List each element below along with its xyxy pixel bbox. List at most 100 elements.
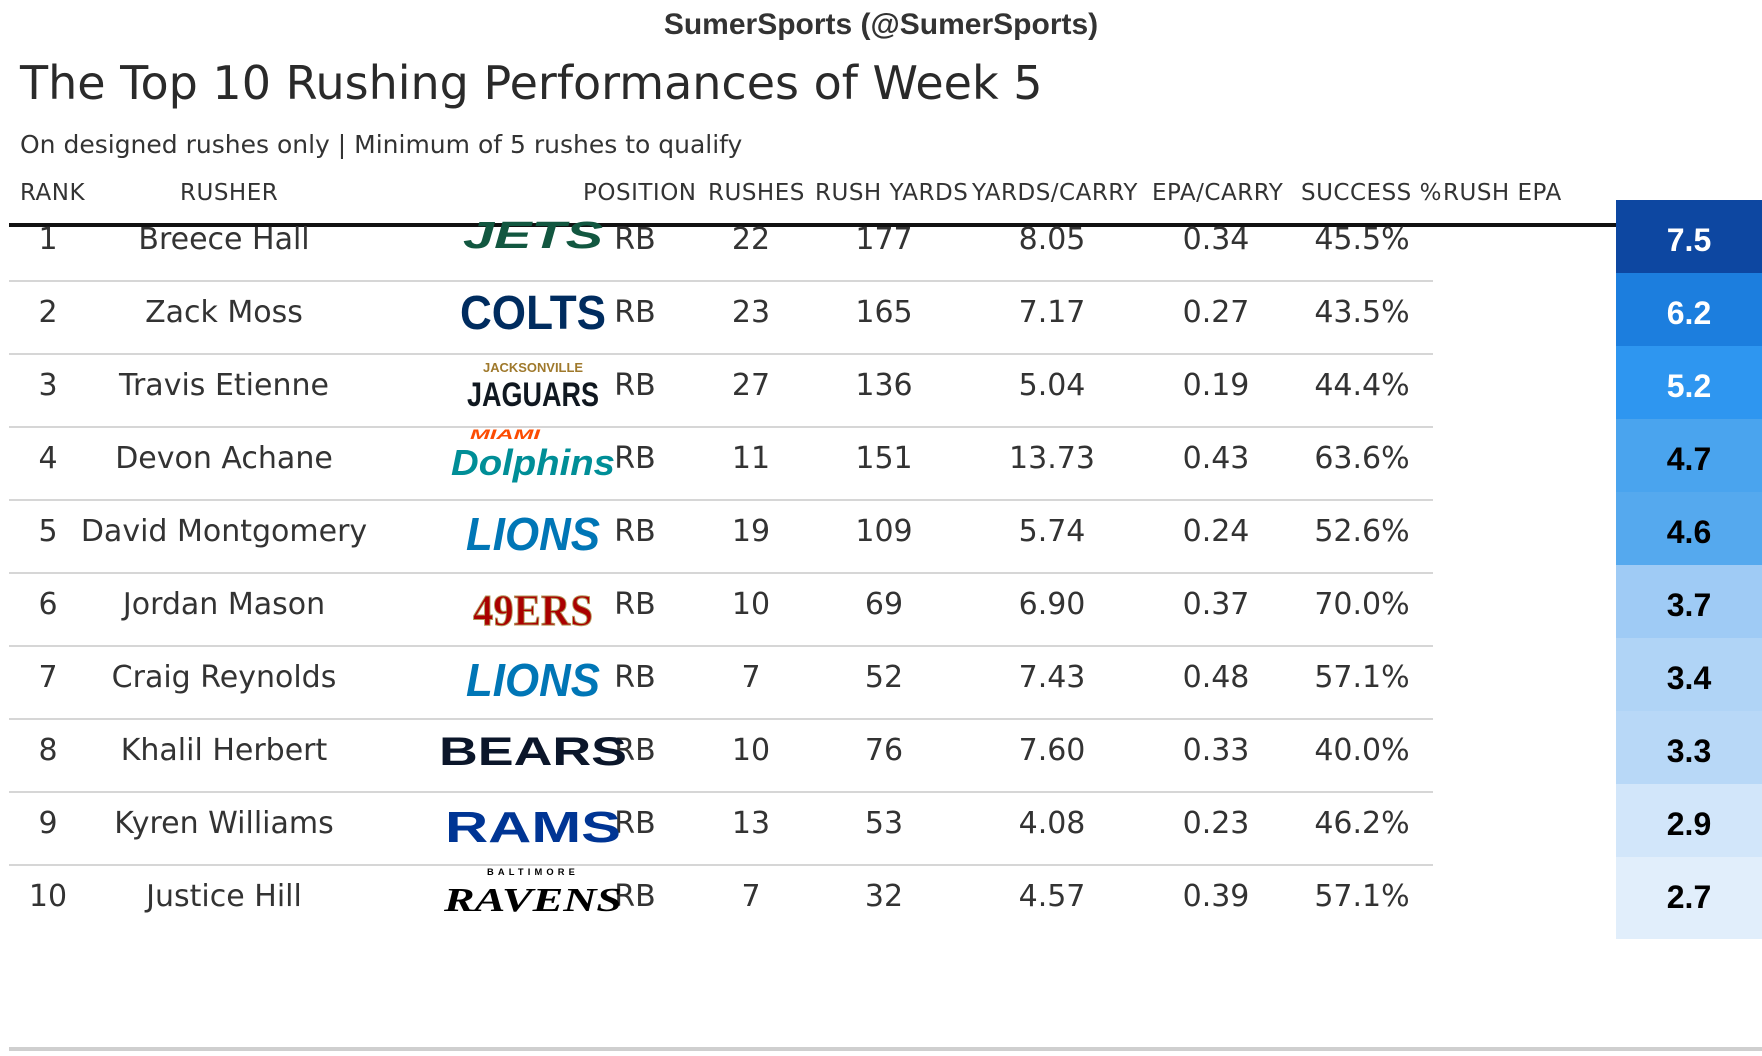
rush-epa-cell: 5.2 xyxy=(1616,346,1762,428)
table-row: 1 Breece Hall RB 22 177 8.05 0.34 45.5% JETS 7.5 xyxy=(9,200,1762,282)
svg-text:JETS: JETS xyxy=(463,215,603,257)
rushes-cell: 10 xyxy=(731,733,771,768)
rush-epa-value: 3.4 xyxy=(1666,660,1712,696)
rams-logo: RAMS xyxy=(413,784,653,864)
rank-cell: 2 xyxy=(38,295,58,330)
rank-cell: 3 xyxy=(38,368,58,403)
epa-carry-cell: 0.23 xyxy=(1182,806,1250,841)
table-row: 4 Devon Achane RB 11 151 13.73 0.43 63.6% MIAMI D… xyxy=(9,419,1762,501)
success-cell: 57.1% xyxy=(1314,879,1410,914)
position-cell: RB xyxy=(614,587,656,622)
col-header-position: POSITION xyxy=(583,180,697,206)
svg-text:LIONS: LIONS xyxy=(466,508,600,560)
success-cell: 43.5% xyxy=(1314,295,1410,330)
epa-carry-cell: 0.19 xyxy=(1182,368,1250,403)
svg-text:BEARS: BEARS xyxy=(439,730,627,774)
rushes-cell: 27 xyxy=(731,368,771,403)
bears-logo: BEARS xyxy=(413,711,653,791)
rushes-cell: 23 xyxy=(731,295,771,330)
row-divider xyxy=(9,791,1433,793)
position-cell: RB xyxy=(614,368,656,403)
epa-carry-cell: 0.48 xyxy=(1182,660,1250,695)
epa-carry-cell: 0.33 xyxy=(1182,733,1250,768)
row-divider xyxy=(9,645,1433,647)
col-header-epa-carry: EPA/CARRY xyxy=(1152,180,1284,206)
credit: SumerSports (@SumerSports) xyxy=(663,8,1099,41)
rushes-cell: 11 xyxy=(731,441,771,476)
row-divider xyxy=(9,864,1433,866)
rush-epa-cell: 3.4 xyxy=(1616,638,1762,720)
rank-cell: 7 xyxy=(38,660,58,695)
rush-epa-cell: 6.2 xyxy=(1616,273,1762,355)
col-header-rushes: RUSHES xyxy=(708,180,805,206)
yards-carry-cell: 6.90 xyxy=(1018,587,1086,622)
rush-yards-cell: 32 xyxy=(864,879,904,914)
table-row: 7 Craig Reynolds RB 7 52 7.43 0.48 57.1% LIONS 3.… xyxy=(9,638,1762,720)
yards-carry-cell: 5.74 xyxy=(1018,514,1086,549)
table-row: 5 David Montgomery RB 19 109 5.74 0.24 52.6% LIO… xyxy=(9,492,1762,574)
rushes-cell: 19 xyxy=(731,514,771,549)
epa-carry-cell: 0.37 xyxy=(1182,587,1250,622)
rusher-cell: Khalil Herbert xyxy=(120,733,328,768)
success-cell: 57.1% xyxy=(1314,660,1410,695)
col-header-rush-yards: RUSH YARDS xyxy=(815,180,969,206)
dolphins-logo: MIAMI Dolphins xyxy=(413,419,653,499)
lions-logo: LIONS xyxy=(413,638,653,718)
rank-cell: 5 xyxy=(38,514,58,549)
yards-carry-cell: 8.05 xyxy=(1018,222,1086,257)
header-rule xyxy=(9,223,1762,227)
rush-epa-value: 3.7 xyxy=(1666,587,1712,623)
svg-text:RAVENS: RAVENS xyxy=(443,882,622,919)
rush-epa-value: 6.2 xyxy=(1666,295,1712,331)
success-cell: 52.6% xyxy=(1314,514,1410,549)
rank-cell: 4 xyxy=(38,441,58,476)
rush-epa-value: 3.3 xyxy=(1666,733,1712,769)
success-cell: 45.5% xyxy=(1314,222,1410,257)
row-divider xyxy=(9,572,1433,574)
rush-yards-cell: 151 xyxy=(855,441,913,476)
rush-yards-cell: 165 xyxy=(855,295,913,330)
row-divider xyxy=(9,499,1433,501)
success-cell: 70.0% xyxy=(1314,587,1410,622)
rank-cell: 9 xyxy=(38,806,58,841)
rush-yards-cell: 177 xyxy=(855,222,913,257)
rank-cell: 8 xyxy=(38,733,58,768)
rush-yards-cell: 69 xyxy=(864,587,904,622)
row-divider xyxy=(9,718,1433,720)
table-row: 8 Khalil Herbert RB 10 76 7.60 0.33 40.0% BEARS 3… xyxy=(9,711,1762,793)
success-cell: 44.4% xyxy=(1314,368,1410,403)
col-header-yards-carry: YARDS/CARRY xyxy=(972,180,1138,206)
success-cell: 63.6% xyxy=(1314,441,1410,476)
jaguars-logo: JACKSONVILLE JAGUARS xyxy=(413,346,653,426)
rusher-cell: David Montgomery xyxy=(80,514,368,549)
rushes-cell: 13 xyxy=(731,806,771,841)
rush-epa-value: 4.6 xyxy=(1666,514,1712,550)
epa-carry-cell: 0.24 xyxy=(1182,514,1250,549)
svg-text:MIAMI: MIAMI xyxy=(470,426,542,442)
yards-carry-cell: 4.57 xyxy=(1018,879,1086,914)
49ers-logo: 49ERS xyxy=(413,565,653,645)
svg-text:RAMS: RAMS xyxy=(445,803,621,852)
rank-cell: 1 xyxy=(38,222,58,257)
rusher-cell: Breece Hall xyxy=(138,222,310,257)
success-cell: 46.2% xyxy=(1314,806,1410,841)
success-cell: 40.0% xyxy=(1314,733,1410,768)
row-divider xyxy=(9,426,1433,428)
svg-text:BALTIMORE: BALTIMORE xyxy=(487,867,579,877)
rush-epa-value: 4.7 xyxy=(1666,441,1712,477)
col-header-success: SUCCESS % xyxy=(1301,180,1442,206)
rusher-cell: Justice Hill xyxy=(146,879,302,914)
position-cell: RB xyxy=(614,514,656,549)
rush-epa-cell: 4.6 xyxy=(1616,492,1762,574)
yards-carry-cell: 13.73 xyxy=(1009,441,1095,476)
position-cell: RB xyxy=(614,295,656,330)
svg-text:JAGUARS: JAGUARS xyxy=(467,376,599,414)
position-cell: RB xyxy=(614,879,656,914)
jets-logo: JETS xyxy=(413,200,653,280)
svg-text:Dolphins: Dolphins xyxy=(451,442,615,483)
rush-epa-value: 2.9 xyxy=(1666,806,1712,842)
rank-cell: 10 xyxy=(28,879,68,914)
col-header-rush-epa: RUSH EPA xyxy=(1443,180,1562,206)
rush-epa-value: 7.5 xyxy=(1666,222,1712,258)
table-row: 2 Zack Moss RB 23 165 7.17 0.27 43.5% COLTS 6.2 xyxy=(9,273,1762,355)
